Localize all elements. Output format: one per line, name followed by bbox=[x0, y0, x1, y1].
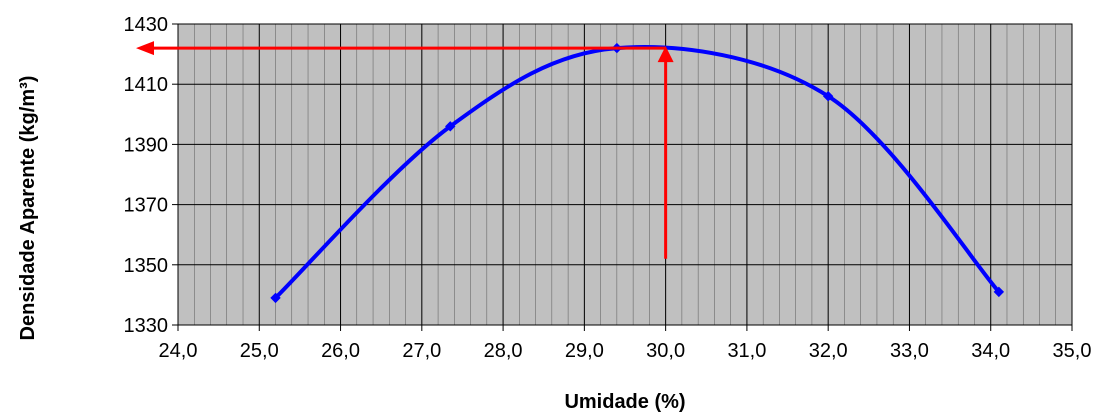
data-point-marker bbox=[445, 121, 456, 132]
plot-background bbox=[178, 24, 1072, 325]
x-tick-label: 28,0 bbox=[484, 340, 523, 362]
plot-area bbox=[178, 24, 1072, 325]
y-tick-label: 1350 bbox=[124, 255, 169, 277]
plot-border bbox=[177, 23, 1073, 326]
axes bbox=[172, 23, 1073, 331]
x-tick-label: 24,0 bbox=[159, 340, 198, 362]
x-tick-label: 26,0 bbox=[321, 340, 360, 362]
x-tick-label: 32,0 bbox=[809, 340, 848, 362]
y-tick-label: 1390 bbox=[124, 134, 169, 156]
x-axis-title: Umidade (%) bbox=[564, 391, 685, 413]
x-tick-label: 35,0 bbox=[1053, 340, 1092, 362]
y-tick-label: 1430 bbox=[124, 14, 169, 36]
y-tick-label: 1370 bbox=[124, 195, 169, 217]
x-tick-label: 25,0 bbox=[240, 340, 279, 362]
data-point-marker bbox=[822, 91, 834, 102]
tick-labels: 24,0 25,0 26,0 27,0 28,0 29,0 30,0 31,0 32,0 33,0… bbox=[124, 14, 1092, 362]
x-tick-label: 27,0 bbox=[402, 340, 441, 362]
horizontal-arrowhead bbox=[136, 41, 154, 56]
y-axis-title: Densidade Aparente (kg/m³) bbox=[17, 76, 39, 341]
x-tick-label: 29,0 bbox=[565, 340, 604, 362]
x-tick-label: 33,0 bbox=[890, 340, 929, 362]
y-tick-label: 1330 bbox=[124, 315, 169, 337]
data-point-marker bbox=[993, 286, 1005, 298]
vertical-arrowhead bbox=[657, 46, 674, 63]
y-tick-label: 1410 bbox=[124, 74, 169, 96]
data-point-marker bbox=[270, 292, 281, 304]
x-tick-label: 31,0 bbox=[727, 340, 766, 362]
annotation-layer bbox=[136, 41, 674, 259]
x-tick-label: 30,0 bbox=[646, 340, 685, 362]
x-tick-label: 34,0 bbox=[971, 340, 1010, 362]
